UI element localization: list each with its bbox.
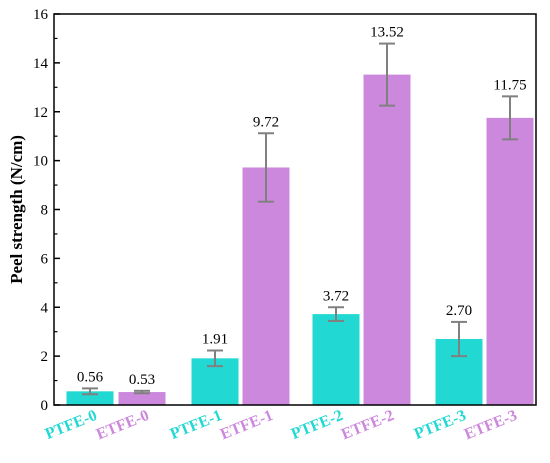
error-bar-ptfe-3 xyxy=(451,320,467,358)
value-label-etfe-1: 9.72 xyxy=(253,114,279,130)
y-tick-label: 12 xyxy=(33,105,48,121)
value-label-etfe-0: 0.53 xyxy=(129,372,155,388)
y-tick-label: 4 xyxy=(41,300,49,316)
y-tick-label: 2 xyxy=(41,349,49,365)
y-tick-label: 14 xyxy=(33,56,49,72)
category-label-ptfe-3: PTFE-3 xyxy=(412,407,469,443)
error-bar-ptfe-0 xyxy=(82,387,98,396)
value-labels: 0.56 0.53 1.91 9.72 3.72 13.52 2.70 11.75 xyxy=(77,25,527,388)
bar-etfe-2 xyxy=(363,74,411,405)
category-label-ptfe-1: PTFE-1 xyxy=(168,407,225,443)
error-bar-etfe-3 xyxy=(502,95,518,141)
bar-ptfe-0 xyxy=(66,391,114,405)
y-tick-label: 0 xyxy=(41,398,49,414)
bar-etfe-0 xyxy=(118,392,166,405)
y-tick-label: 10 xyxy=(33,154,48,170)
value-label-ptfe-1: 1.91 xyxy=(202,332,228,348)
bar-ptfe-2 xyxy=(312,314,360,405)
category-label-etfe-2: ETFE-2 xyxy=(339,407,396,443)
bar-etfe-1 xyxy=(242,167,290,405)
category-label-etfe-3: ETFE-3 xyxy=(462,407,519,443)
y-tick-label: 8 xyxy=(41,203,49,219)
category-label-etfe-0: ETFE-0 xyxy=(94,407,151,443)
error-bar-etfe-1 xyxy=(258,132,274,203)
category-label-etfe-1: ETFE-1 xyxy=(218,407,275,443)
plot-frame xyxy=(53,13,537,406)
bars xyxy=(66,74,534,405)
value-label-ptfe-0: 0.56 xyxy=(77,369,104,385)
y-tick-label: 16 xyxy=(33,7,49,23)
value-label-ptfe-3: 2.70 xyxy=(446,303,472,319)
error-bars xyxy=(82,42,518,396)
category-label-ptfe-2: PTFE-2 xyxy=(289,407,346,443)
value-label-etfe-2: 13.52 xyxy=(370,25,404,41)
y-axis: 0 2 4 6 8 10 12 14 16 xyxy=(33,7,60,414)
error-bar-etfe-2 xyxy=(379,42,395,107)
y-tick-label: 6 xyxy=(41,251,49,267)
error-bar-ptfe-2 xyxy=(328,306,344,322)
bar-etfe-3 xyxy=(486,117,534,405)
error-bar-ptfe-1 xyxy=(207,349,223,368)
error-bar-etfe-0 xyxy=(134,389,150,395)
value-label-ptfe-2: 3.72 xyxy=(323,288,349,304)
y-axis-label: Peel strength (N/cm) xyxy=(7,135,26,284)
value-label-etfe-3: 11.75 xyxy=(493,77,526,93)
category-label-ptfe-0: PTFE-0 xyxy=(43,407,100,443)
